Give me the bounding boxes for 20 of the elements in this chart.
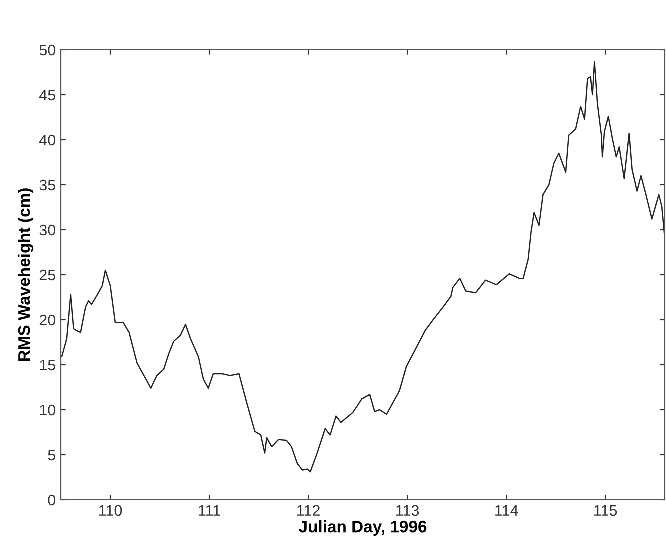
x-tick-label: 115	[594, 505, 618, 516]
y-tick-label: 45	[40, 90, 56, 101]
y-tick-label: 40	[40, 134, 56, 146]
y-axis-title: RMS Waveheight (cm)	[18, 188, 34, 362]
y-tick-label: 25	[40, 270, 56, 281]
y-tick-label: 10	[40, 404, 56, 416]
x-tick-label: 113	[396, 505, 420, 516]
x-axis-title: Julian Day, 1996	[299, 520, 427, 536]
y-tick-label: 35	[40, 180, 56, 191]
line-series	[61, 61, 665, 473]
x-tick-label: 114	[496, 505, 518, 516]
x-tick-label: 112	[298, 505, 320, 516]
y-tick-label: 15	[40, 360, 56, 371]
y-tick-label: 0	[48, 494, 56, 506]
y-tick-label: 20	[40, 314, 56, 326]
x-tick-label: 111	[199, 505, 220, 516]
y-tick-label: 30	[40, 224, 56, 236]
y-tick-label: 5	[48, 450, 56, 461]
x-tick-label: 110	[99, 505, 122, 516]
y-tick-label: 50	[40, 44, 56, 56]
